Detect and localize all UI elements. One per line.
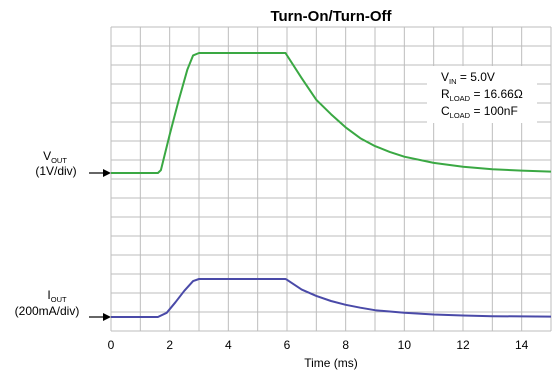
svg-text:CLOAD = 100nF: CLOAD = 100nF [441, 104, 518, 120]
cload-rest: = 100nF [470, 104, 518, 118]
x-tick-labels: 0 2 4 6 8 10 12 14 [108, 338, 529, 352]
svg-text:VOUT: VOUT [43, 149, 67, 165]
vout-scale-label: (1V/div) [35, 164, 76, 178]
x-tick-label: 14 [515, 338, 529, 352]
iout-channel-label: IOUT (200mA/div) [15, 288, 111, 321]
trace-layer [111, 52, 552, 318]
x-tick-label: 12 [456, 338, 470, 352]
svg-text:RLOAD = 16.66Ω: RLOAD = 16.66Ω [441, 87, 523, 103]
x-tick-label: 10 [398, 338, 412, 352]
iout-trace [111, 278, 552, 318]
x-tick-label: 0 [108, 338, 115, 352]
vin-rest: = 5.0V [457, 70, 495, 84]
cload-main: C [441, 104, 450, 118]
iout-label-main: I [47, 288, 50, 302]
iout-scale-label: (200mA/div) [15, 304, 80, 318]
x-tick-label: 4 [225, 338, 232, 352]
x-tick-label: 8 [342, 338, 349, 352]
test-conditions-annotation: VIN = 5.0V RLOAD = 16.66Ω CLOAD = 100nF [427, 66, 537, 123]
vout-channel-label: VOUT (1V/div) [35, 149, 111, 178]
rload-main: R [441, 87, 450, 101]
vout-level-arrow-icon [89, 169, 111, 177]
vout-label-sub: OUT [51, 156, 67, 165]
x-tick-label: 2 [166, 338, 173, 352]
x-tick-label: 6 [284, 338, 291, 352]
rload-rest: = 16.66Ω [470, 87, 523, 101]
x-axis-label: Time (ms) [304, 356, 358, 370]
rload-sub: LOAD [450, 94, 471, 103]
vout-label-main: V [43, 149, 51, 163]
iout-level-arrow-icon [89, 313, 111, 321]
chart-title: Turn-On/Turn-Off [270, 8, 392, 25]
vin-sub: IN [449, 77, 457, 86]
cload-sub: LOAD [450, 111, 471, 120]
svg-text:IOUT: IOUT [47, 288, 67, 304]
iout-label-sub: OUT [51, 295, 67, 304]
vin-main: V [441, 70, 449, 84]
svg-text:VIN = 5.0V: VIN = 5.0V [441, 70, 495, 86]
vout-trace [111, 52, 552, 174]
